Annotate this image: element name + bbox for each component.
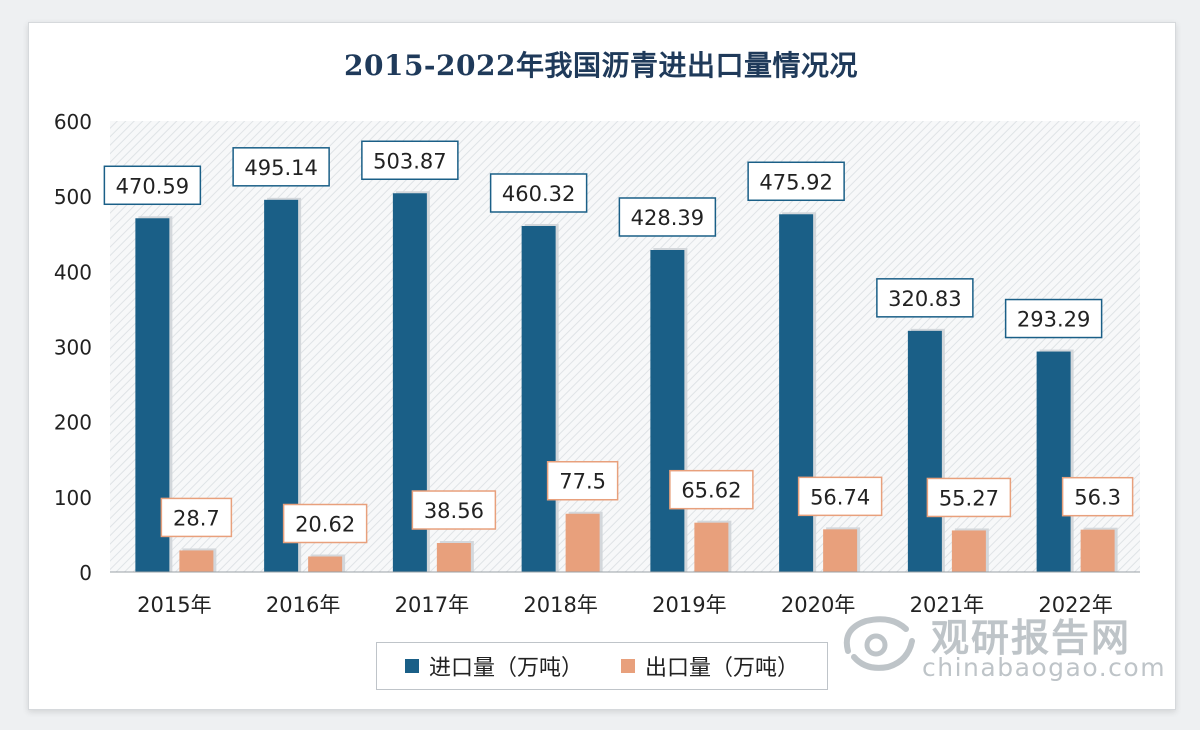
- legend-label-import: 进口量（万吨）: [428, 656, 583, 681]
- legend-item-import: 进口量（万吨）: [404, 650, 583, 682]
- data-label-box: [618, 197, 717, 237]
- bar-import: [1036, 351, 1071, 572]
- data-label-box: [361, 140, 459, 181]
- data-label: 475.92: [759, 170, 832, 194]
- data-label: 470.59: [116, 174, 189, 198]
- legend-swatch-export: [621, 659, 635, 673]
- y-tick-label: 0: [79, 561, 92, 585]
- legend-swatch-import: [404, 659, 419, 673]
- data-label: 65.62: [681, 479, 741, 503]
- data-label-box: [669, 469, 754, 510]
- data-label: 293.29: [1017, 308, 1090, 332]
- legend: 进口量（万吨） 出口量（万吨）: [376, 642, 828, 690]
- x-tick-label: 2017年: [395, 593, 469, 617]
- bar-import: [779, 214, 814, 573]
- data-label-box: [546, 460, 619, 501]
- bar-export: [1080, 529, 1115, 572]
- data-label-box: [797, 476, 883, 517]
- data-label: 320.83: [888, 287, 961, 311]
- bar-export: [565, 513, 600, 572]
- x-tick-label: 2015年: [137, 593, 211, 617]
- y-tick-label: 200: [54, 411, 92, 435]
- data-label-box: [232, 147, 330, 187]
- data-label-box: [160, 497, 233, 538]
- y-tick-label: 100: [54, 486, 92, 510]
- data-label-box: [1061, 476, 1134, 517]
- data-label: 20.62: [295, 513, 355, 537]
- x-tick-label: 2018年: [523, 593, 597, 617]
- bar-export: [823, 529, 858, 572]
- watermark-site: chinabaogao.com: [922, 653, 1167, 682]
- bar-export: [951, 530, 986, 572]
- data-label: 28.7: [173, 506, 220, 530]
- y-tick-label: 600: [54, 110, 92, 134]
- data-label: 56.74: [810, 485, 870, 509]
- legend-item-export: 出口量（万吨）: [621, 650, 799, 682]
- bar-export: [179, 550, 214, 572]
- x-tick-label: 2020年: [781, 593, 855, 617]
- watermark-logo-icon: [843, 616, 915, 671]
- data-label-box: [876, 278, 974, 318]
- chart-title: 2015-2022年我国沥青进出口量情况况: [344, 49, 858, 82]
- data-label-box: [282, 503, 368, 544]
- data-label-box: [489, 173, 588, 213]
- x-tick-label: 2021年: [910, 593, 984, 617]
- watermark: 观研报告网 chinabaogao.com: [836, 603, 1165, 689]
- y-tick-label: 300: [54, 336, 92, 360]
- legend-label-export: 出口量（万吨）: [645, 656, 800, 681]
- data-label-box: [926, 477, 1012, 518]
- bar-import: [907, 330, 942, 572]
- x-tick-label: 2016年: [266, 593, 340, 617]
- data-label-box: [747, 161, 845, 202]
- data-label: 77.5: [559, 470, 606, 494]
- bar-import: [650, 249, 685, 572]
- bar-export: [308, 556, 343, 572]
- data-label: 428.39: [631, 206, 704, 230]
- data-label: 56.3: [1074, 486, 1121, 510]
- y-tick-label: 500: [54, 185, 92, 209]
- bar-export: [694, 522, 729, 572]
- data-label-box: [103, 165, 202, 206]
- data-label-box: [411, 490, 497, 530]
- data-label: 460.32: [502, 182, 575, 206]
- bar-import: [521, 225, 556, 572]
- x-tick-label: 2019年: [652, 593, 726, 617]
- data-label: 38.56: [424, 499, 484, 523]
- y-tick-label: 400: [54, 260, 92, 284]
- bar-export: [436, 543, 471, 572]
- data-label: 503.87: [373, 149, 446, 173]
- watermark-name: 观研报告网: [931, 616, 1132, 660]
- x-tick-label: 2022年: [1038, 593, 1112, 617]
- data-label: 495.14: [244, 156, 317, 180]
- data-label: 55.27: [939, 486, 999, 510]
- data-label-box: [1004, 298, 1103, 339]
